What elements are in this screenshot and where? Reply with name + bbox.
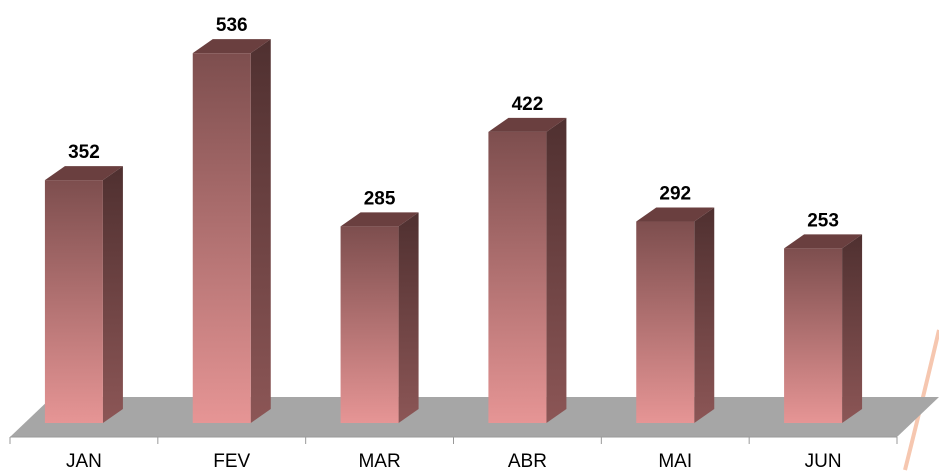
x-tick-label: MAI: [658, 451, 692, 472]
bar-side: [102, 166, 123, 423]
bar-side: [694, 207, 715, 423]
data-label: 253: [807, 210, 839, 231]
data-label: 285: [364, 188, 396, 209]
x-tick-label: JUN: [805, 451, 842, 472]
bar-top: [784, 234, 863, 249]
x-tick-label: ABR: [508, 451, 547, 472]
x-tick-label: MAR: [358, 451, 400, 472]
bar-front: [784, 248, 843, 423]
bar-top: [340, 212, 419, 227]
bar-front: [488, 131, 547, 423]
bar: [488, 117, 567, 423]
bar-side: [842, 234, 863, 423]
bar-top: [488, 117, 567, 132]
data-label: 292: [659, 184, 691, 205]
bar: [44, 166, 123, 423]
bar: [784, 234, 863, 423]
bar-front: [192, 53, 251, 423]
data-label: 352: [68, 142, 100, 163]
bar: [636, 207, 715, 423]
bar-front: [340, 226, 399, 423]
bar: [192, 39, 271, 423]
bar-side: [546, 117, 567, 423]
bar-front: [636, 221, 695, 423]
bar-top: [44, 166, 123, 181]
bar-front: [44, 180, 103, 423]
bar-side: [398, 212, 419, 423]
x-tick-label: FEV: [213, 451, 250, 472]
data-label: 422: [512, 94, 544, 115]
x-tick-label: JAN: [66, 451, 102, 472]
bar-top: [636, 207, 715, 222]
data-label: 536: [216, 15, 248, 36]
bar: [340, 212, 419, 423]
bar-top: [192, 39, 271, 54]
bar-side: [250, 39, 271, 423]
decoration: [903, 329, 939, 471]
